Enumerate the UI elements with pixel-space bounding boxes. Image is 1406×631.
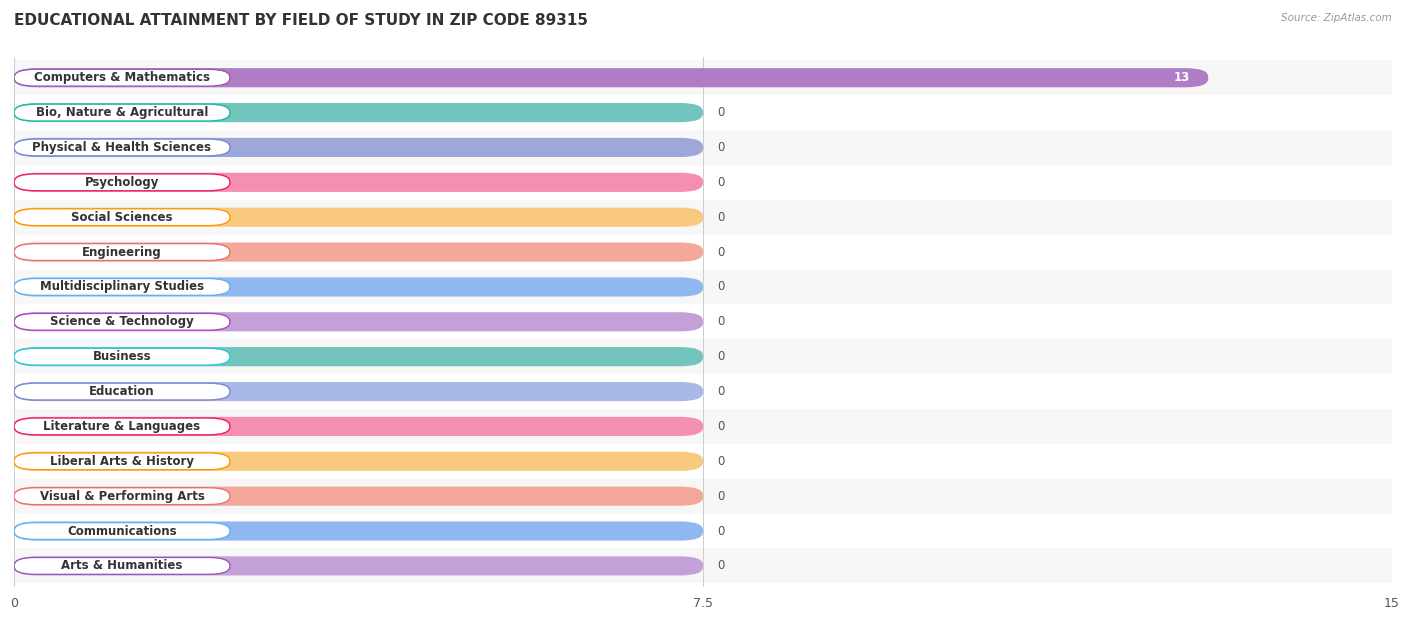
FancyBboxPatch shape [14,139,231,156]
FancyBboxPatch shape [14,444,1392,479]
FancyBboxPatch shape [14,242,703,262]
FancyBboxPatch shape [14,479,1392,514]
FancyBboxPatch shape [14,68,1208,87]
Text: 0: 0 [717,490,724,503]
FancyBboxPatch shape [14,173,703,192]
Text: 0: 0 [717,211,724,224]
FancyBboxPatch shape [14,304,1392,339]
Text: 0: 0 [717,176,724,189]
Text: Engineering: Engineering [82,245,162,259]
FancyBboxPatch shape [14,487,703,506]
Text: Arts & Humanities: Arts & Humanities [62,560,183,572]
Text: Multidisciplinary Studies: Multidisciplinary Studies [39,280,204,293]
Text: Bio, Nature & Agricultural: Bio, Nature & Agricultural [35,106,208,119]
Text: Communications: Communications [67,524,177,538]
Text: EDUCATIONAL ATTAINMENT BY FIELD OF STUDY IN ZIP CODE 89315: EDUCATIONAL ATTAINMENT BY FIELD OF STUDY… [14,13,588,28]
FancyBboxPatch shape [14,165,1392,200]
Text: Visual & Performing Arts: Visual & Performing Arts [39,490,204,503]
Text: Science & Technology: Science & Technology [51,316,194,328]
FancyBboxPatch shape [14,130,1392,165]
FancyBboxPatch shape [14,278,703,297]
Text: Computers & Mathematics: Computers & Mathematics [34,71,209,84]
Text: Psychology: Psychology [84,176,159,189]
FancyBboxPatch shape [14,514,1392,548]
FancyBboxPatch shape [14,374,1392,409]
Text: Education: Education [89,385,155,398]
Text: 0: 0 [717,106,724,119]
Text: 0: 0 [717,245,724,259]
FancyBboxPatch shape [14,61,1392,95]
FancyBboxPatch shape [14,452,703,471]
Text: Source: ZipAtlas.com: Source: ZipAtlas.com [1281,13,1392,23]
FancyBboxPatch shape [14,383,231,400]
FancyBboxPatch shape [14,69,231,86]
FancyBboxPatch shape [14,347,703,366]
FancyBboxPatch shape [14,209,231,226]
Text: Business: Business [93,350,152,363]
FancyBboxPatch shape [14,235,1392,269]
Text: 13: 13 [1174,71,1189,84]
FancyBboxPatch shape [14,382,703,401]
Text: 0: 0 [717,141,724,154]
Text: 0: 0 [717,420,724,433]
FancyBboxPatch shape [14,417,703,436]
Text: Physical & Health Sciences: Physical & Health Sciences [32,141,211,154]
Text: 0: 0 [717,385,724,398]
FancyBboxPatch shape [14,103,703,122]
FancyBboxPatch shape [14,269,1392,304]
FancyBboxPatch shape [14,244,231,261]
Text: 0: 0 [717,350,724,363]
FancyBboxPatch shape [14,348,231,365]
Text: 0: 0 [717,280,724,293]
FancyBboxPatch shape [14,557,703,575]
FancyBboxPatch shape [14,453,231,469]
FancyBboxPatch shape [14,138,703,157]
Text: Literature & Languages: Literature & Languages [44,420,201,433]
FancyBboxPatch shape [14,104,231,121]
FancyBboxPatch shape [14,200,1392,235]
FancyBboxPatch shape [14,208,703,227]
FancyBboxPatch shape [14,278,231,295]
FancyBboxPatch shape [14,548,1392,583]
FancyBboxPatch shape [14,418,231,435]
FancyBboxPatch shape [14,312,703,331]
Text: Social Sciences: Social Sciences [72,211,173,224]
FancyBboxPatch shape [14,339,1392,374]
FancyBboxPatch shape [14,314,231,330]
FancyBboxPatch shape [14,557,231,574]
FancyBboxPatch shape [14,488,231,505]
FancyBboxPatch shape [14,95,1392,130]
Text: 0: 0 [717,455,724,468]
Text: 0: 0 [717,560,724,572]
FancyBboxPatch shape [14,521,703,541]
Text: 0: 0 [717,316,724,328]
FancyBboxPatch shape [14,174,231,191]
FancyBboxPatch shape [14,522,231,540]
Text: 0: 0 [717,524,724,538]
FancyBboxPatch shape [14,409,1392,444]
Text: Liberal Arts & History: Liberal Arts & History [51,455,194,468]
